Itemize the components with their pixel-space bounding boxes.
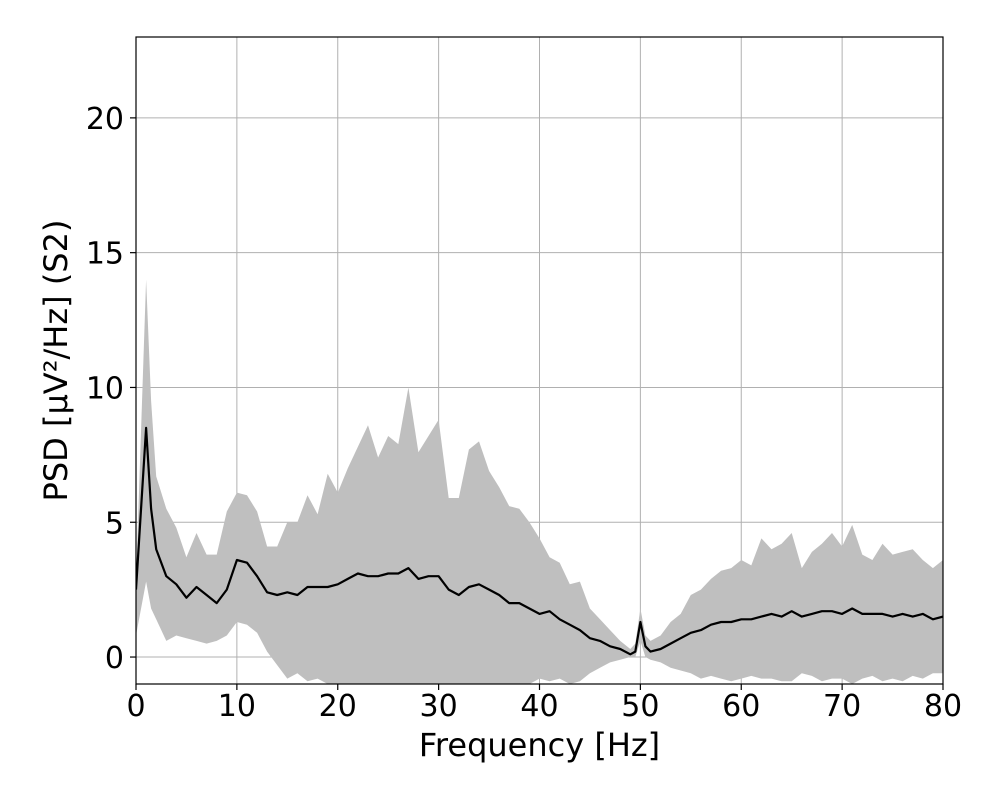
y-axis-ticks: 0 5 10 15 20 xyxy=(86,102,136,676)
x-tick-label: 50 xyxy=(621,689,659,724)
y-tick-label: 20 xyxy=(86,102,124,137)
x-axis-label: Frequency [Hz] xyxy=(419,726,660,764)
x-tick-label: 80 xyxy=(924,689,962,724)
x-axis-ticks: 0 10 20 30 40 50 60 70 80 xyxy=(126,684,962,724)
y-tick-label: 5 xyxy=(105,506,124,541)
x-tick-label: 10 xyxy=(218,689,256,724)
x-tick-label: 60 xyxy=(722,689,760,724)
x-tick-label: 30 xyxy=(420,689,458,724)
x-tick-label: 40 xyxy=(520,689,558,724)
y-tick-label: 0 xyxy=(105,641,124,676)
x-tick-label: 70 xyxy=(823,689,861,724)
x-tick-label: 0 xyxy=(126,689,145,724)
x-tick-label: 20 xyxy=(319,689,357,724)
y-axis-label: PSD [μV²/Hz] (S2) xyxy=(37,220,75,502)
y-tick-label: 10 xyxy=(86,371,124,406)
mean-psd-line xyxy=(136,426,943,656)
grid-lines xyxy=(135,37,944,684)
std-band-area xyxy=(136,279,943,684)
y-tick-label: 15 xyxy=(86,237,124,272)
